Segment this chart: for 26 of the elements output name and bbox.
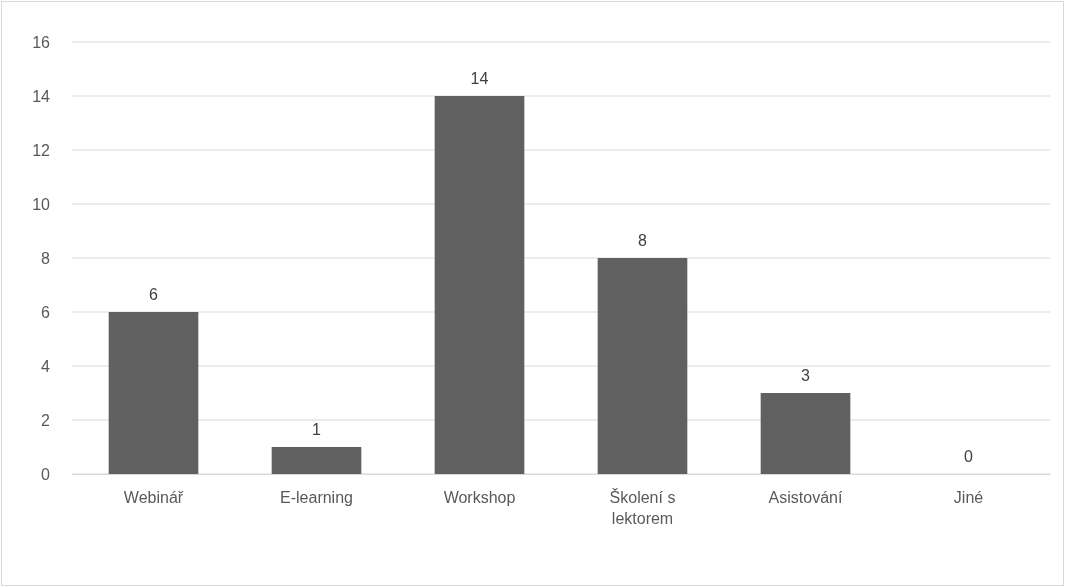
- data-label: 0: [964, 448, 974, 465]
- y-tick-label: 12: [32, 141, 51, 159]
- data-label: 3: [801, 367, 811, 384]
- y-tick-label: 16: [32, 33, 51, 51]
- y-tick-label: 8: [41, 249, 51, 267]
- y-tick-label: 4: [41, 357, 51, 375]
- x-tick-label: Asistování: [768, 489, 843, 507]
- data-label: 6: [149, 286, 159, 303]
- data-label: 1: [312, 421, 322, 438]
- data-label: 14: [470, 70, 489, 87]
- x-tick-label: Školení s lektorem: [609, 488, 676, 528]
- data-label: 8: [638, 232, 648, 249]
- x-tick-label: Jiné: [953, 489, 984, 507]
- bar: [434, 96, 525, 474]
- x-tick-label: Workshop: [443, 489, 516, 507]
- x-tick-label: Webinář: [123, 489, 184, 507]
- y-tick-label: 2: [41, 411, 51, 429]
- y-tick-label: 10: [32, 195, 51, 213]
- bar: [597, 258, 688, 474]
- x-tick-label: E-learning: [280, 489, 353, 507]
- bar: [271, 447, 362, 474]
- y-tick-label: 6: [41, 303, 51, 321]
- y-tick-label: 14: [32, 87, 51, 105]
- y-tick-label: 0: [41, 465, 51, 483]
- bar: [760, 393, 851, 474]
- bar: [108, 312, 199, 474]
